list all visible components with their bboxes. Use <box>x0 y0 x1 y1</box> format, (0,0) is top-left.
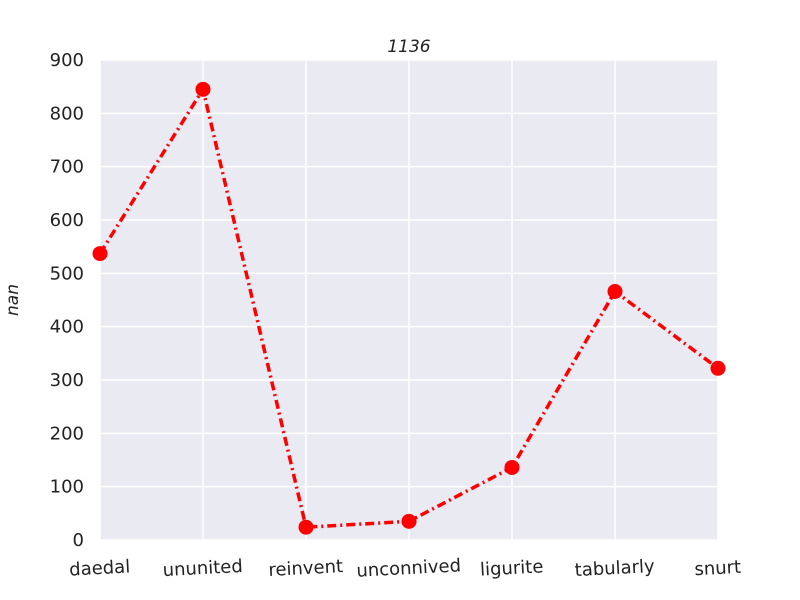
data-point <box>607 283 623 299</box>
x-tick-label: reinvent <box>268 556 344 581</box>
data-point <box>401 513 417 529</box>
y-tick-label: 900 <box>50 50 84 71</box>
x-tick-label: ligurite <box>480 556 544 580</box>
chart-title: 1136 <box>387 37 430 57</box>
data-point <box>710 360 726 376</box>
x-tick-label: tabularly <box>574 556 655 581</box>
grid <box>99 59 719 541</box>
data-point <box>504 459 520 475</box>
data-point <box>298 519 314 535</box>
y-tick-label: 200 <box>50 423 84 444</box>
x-tick-label: snurt <box>694 557 742 580</box>
y-tick-label: 800 <box>50 103 84 124</box>
x-tick-label: unconnived <box>356 555 462 581</box>
series-layer <box>92 81 726 535</box>
y-tick-label: 0 <box>73 530 84 551</box>
y-tick-labels: 0 100 200 300 400 500 600 700 800 900 <box>50 50 84 551</box>
y-axis-label: nan <box>3 284 23 316</box>
x-tick-label: daedal <box>69 556 131 580</box>
y-tick-label: 600 <box>50 210 84 231</box>
x-tick-label: ununited <box>162 556 243 581</box>
y-tick-label: 100 <box>50 477 84 498</box>
data-point <box>195 81 211 97</box>
y-tick-label: 300 <box>50 370 84 391</box>
y-tick-label: 400 <box>50 317 84 338</box>
y-tick-label: 700 <box>50 157 84 178</box>
data-point <box>92 246 108 262</box>
x-tick-labels: daedal ununited reinvent unconnived ligurite… <box>69 555 742 581</box>
y-tick-label: 500 <box>50 263 84 284</box>
